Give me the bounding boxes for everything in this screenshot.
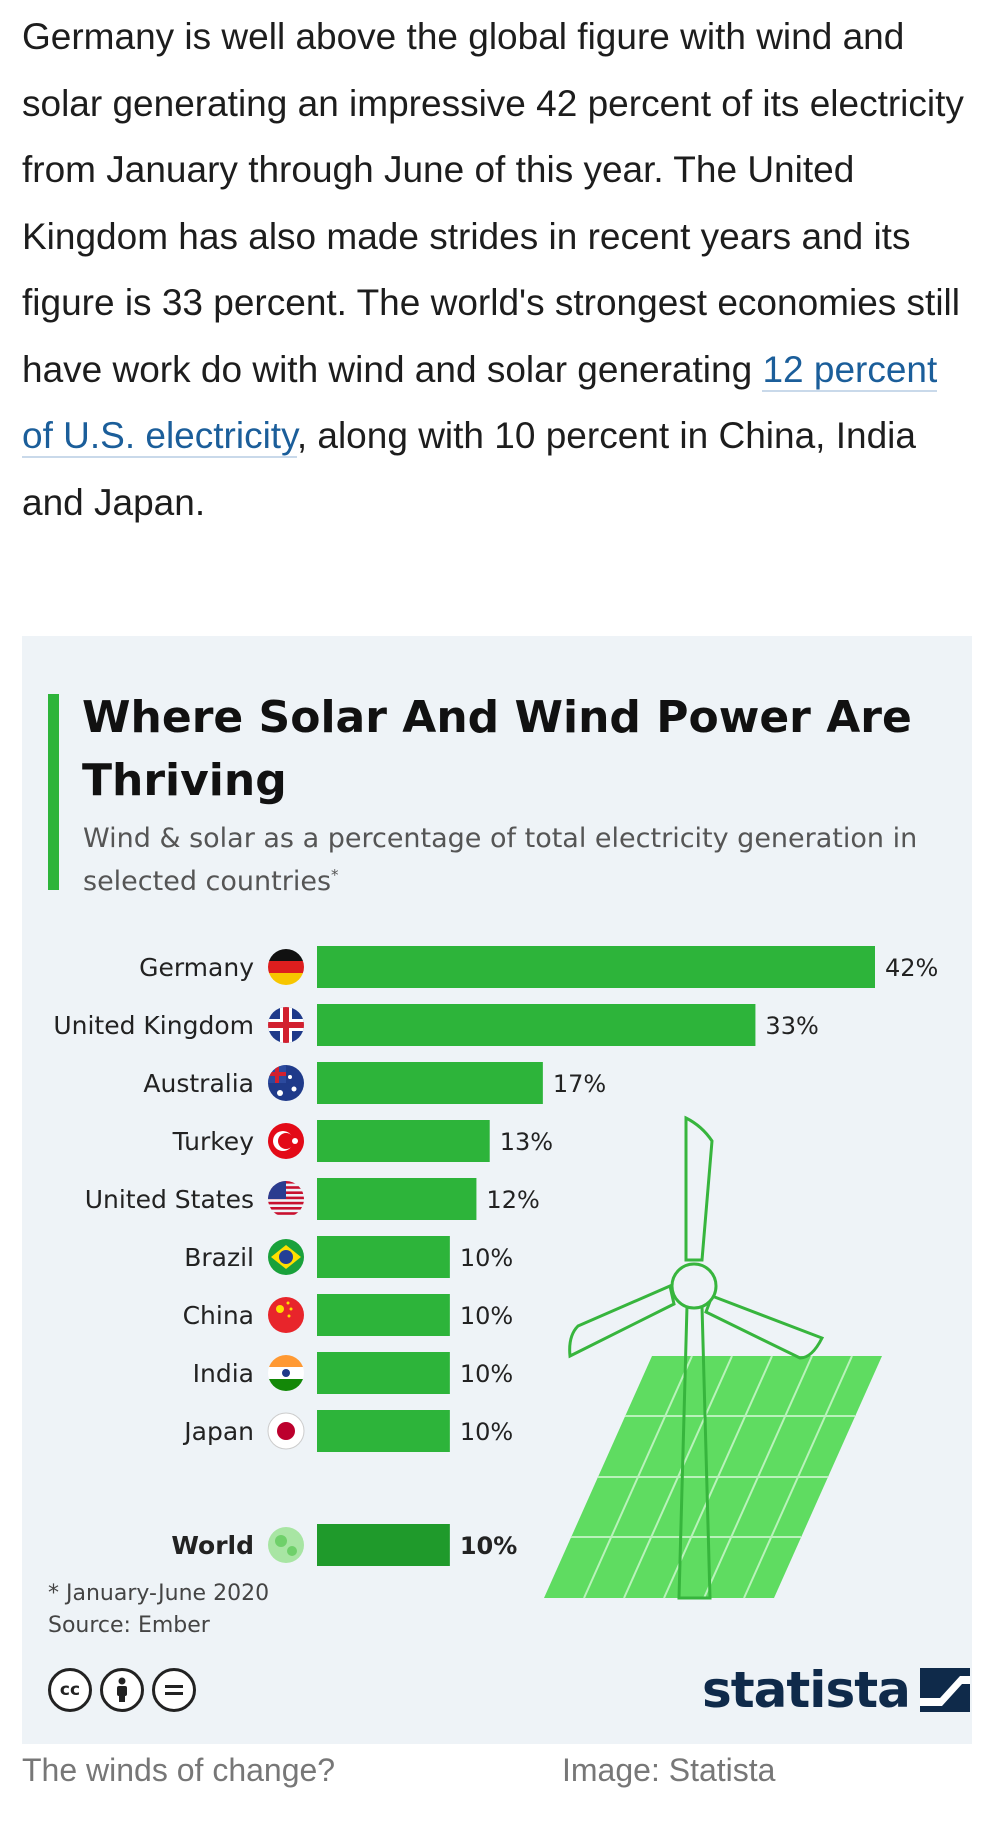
source-line: Source: Ember	[48, 1613, 210, 1638]
statista-brand[interactable]: statista	[702, 1660, 970, 1720]
flag-outline-8	[267, 1412, 305, 1450]
flag-icon-4	[268, 1181, 304, 1215]
title-accent-bar	[48, 694, 59, 890]
category-label: World	[171, 1531, 254, 1560]
statista-logo-icon	[919, 1668, 970, 1712]
turbine-blade-top	[684, 1115, 714, 1262]
bar-japan	[317, 1410, 450, 1452]
statista-wordmark: statista	[702, 1661, 911, 1719]
value-label: 10%	[460, 1532, 517, 1560]
chart-title: Where Solar And Wind Power Are Thriving	[82, 692, 912, 806]
value-label: 33%	[765, 1012, 818, 1040]
image-credit: Image: Statista	[562, 1752, 776, 1788]
flag-icon-5	[268, 1239, 304, 1275]
chart-footnotes: * January-June 2020 Source: Ember	[48, 1578, 269, 1642]
attribution-icon[interactable]	[100, 1668, 144, 1712]
image-caption: The winds of change?	[22, 1752, 336, 1788]
flag-icon-6	[268, 1297, 304, 1333]
bar-india	[317, 1352, 450, 1394]
creative-commons-icon[interactable]: cc	[48, 1668, 92, 1712]
bar-china	[317, 1294, 450, 1336]
bar-brazil	[317, 1236, 450, 1278]
bar-world	[317, 1524, 450, 1566]
subtitle-footnote-mark: *	[331, 866, 339, 884]
value-label: 42%	[885, 954, 938, 982]
article-text-start: Germany is well above the global figure …	[22, 16, 964, 390]
category-label: United Kingdom	[53, 1011, 254, 1040]
flag-icon-1	[268, 1007, 304, 1043]
value-label: 10%	[460, 1302, 513, 1330]
category-label: Turkey	[172, 1127, 255, 1156]
flag-icon-3	[268, 1123, 304, 1159]
flag-icon-9	[268, 1527, 304, 1563]
category-label: Brazil	[184, 1243, 254, 1272]
category-label: Germany	[139, 953, 254, 982]
category-label: United States	[85, 1185, 254, 1214]
value-label: 10%	[460, 1418, 513, 1446]
value-label: 10%	[460, 1244, 513, 1272]
chart-subtitle: Wind & solar as a percentage of total el…	[83, 820, 943, 900]
value-label: 10%	[460, 1360, 513, 1388]
category-label: Japan	[182, 1417, 254, 1446]
category-label: Australia	[143, 1069, 254, 1098]
bar-chart: Germany 42% United Kingdom 33% Australia 17% T…	[53, 946, 938, 1600]
bar-turkey	[317, 1120, 490, 1162]
value-label: 12%	[486, 1186, 539, 1214]
bar-united-kingdom	[317, 1004, 756, 1046]
license-icons: cc	[48, 1668, 196, 1712]
article-paragraph: Germany is well above the global figure …	[22, 4, 977, 536]
us-electricity-link[interactable]: 12 percent of U.S. electricity	[22, 348, 938, 458]
category-label: India	[193, 1359, 254, 1388]
no-derivatives-icon[interactable]	[152, 1668, 196, 1712]
value-label: 13%	[500, 1128, 553, 1156]
flag-icon-0	[268, 949, 304, 985]
chart-subtitle-text: Wind & solar as a percentage of total el…	[83, 823, 918, 897]
article-text-end: , along with 10 percent in China, India …	[22, 415, 916, 523]
period-footnote: * January-June 2020	[48, 1581, 270, 1606]
category-label: China	[183, 1301, 254, 1330]
flag-icon-7	[268, 1355, 304, 1391]
solar-panel-grid	[571, 1355, 855, 1599]
flag-icon-8	[267, 1412, 305, 1450]
flag-icon-2	[268, 1065, 304, 1101]
value-label: 17%	[553, 1070, 606, 1098]
turbine-hub	[670, 1262, 718, 1310]
bar-australia	[317, 1062, 543, 1104]
wind-turbine-illustration	[544, 1115, 882, 1600]
turbine-blade-left	[568, 1283, 676, 1359]
chart-card: Where Solar And Wind Power Are Thriving …	[22, 636, 972, 1744]
bar-united-states	[317, 1178, 477, 1220]
turbine-blade-right	[704, 1294, 825, 1360]
bar-germany	[317, 946, 875, 988]
bars-layer: Germany 42% United Kingdom 33% Australia 17% T…	[53, 946, 938, 1566]
